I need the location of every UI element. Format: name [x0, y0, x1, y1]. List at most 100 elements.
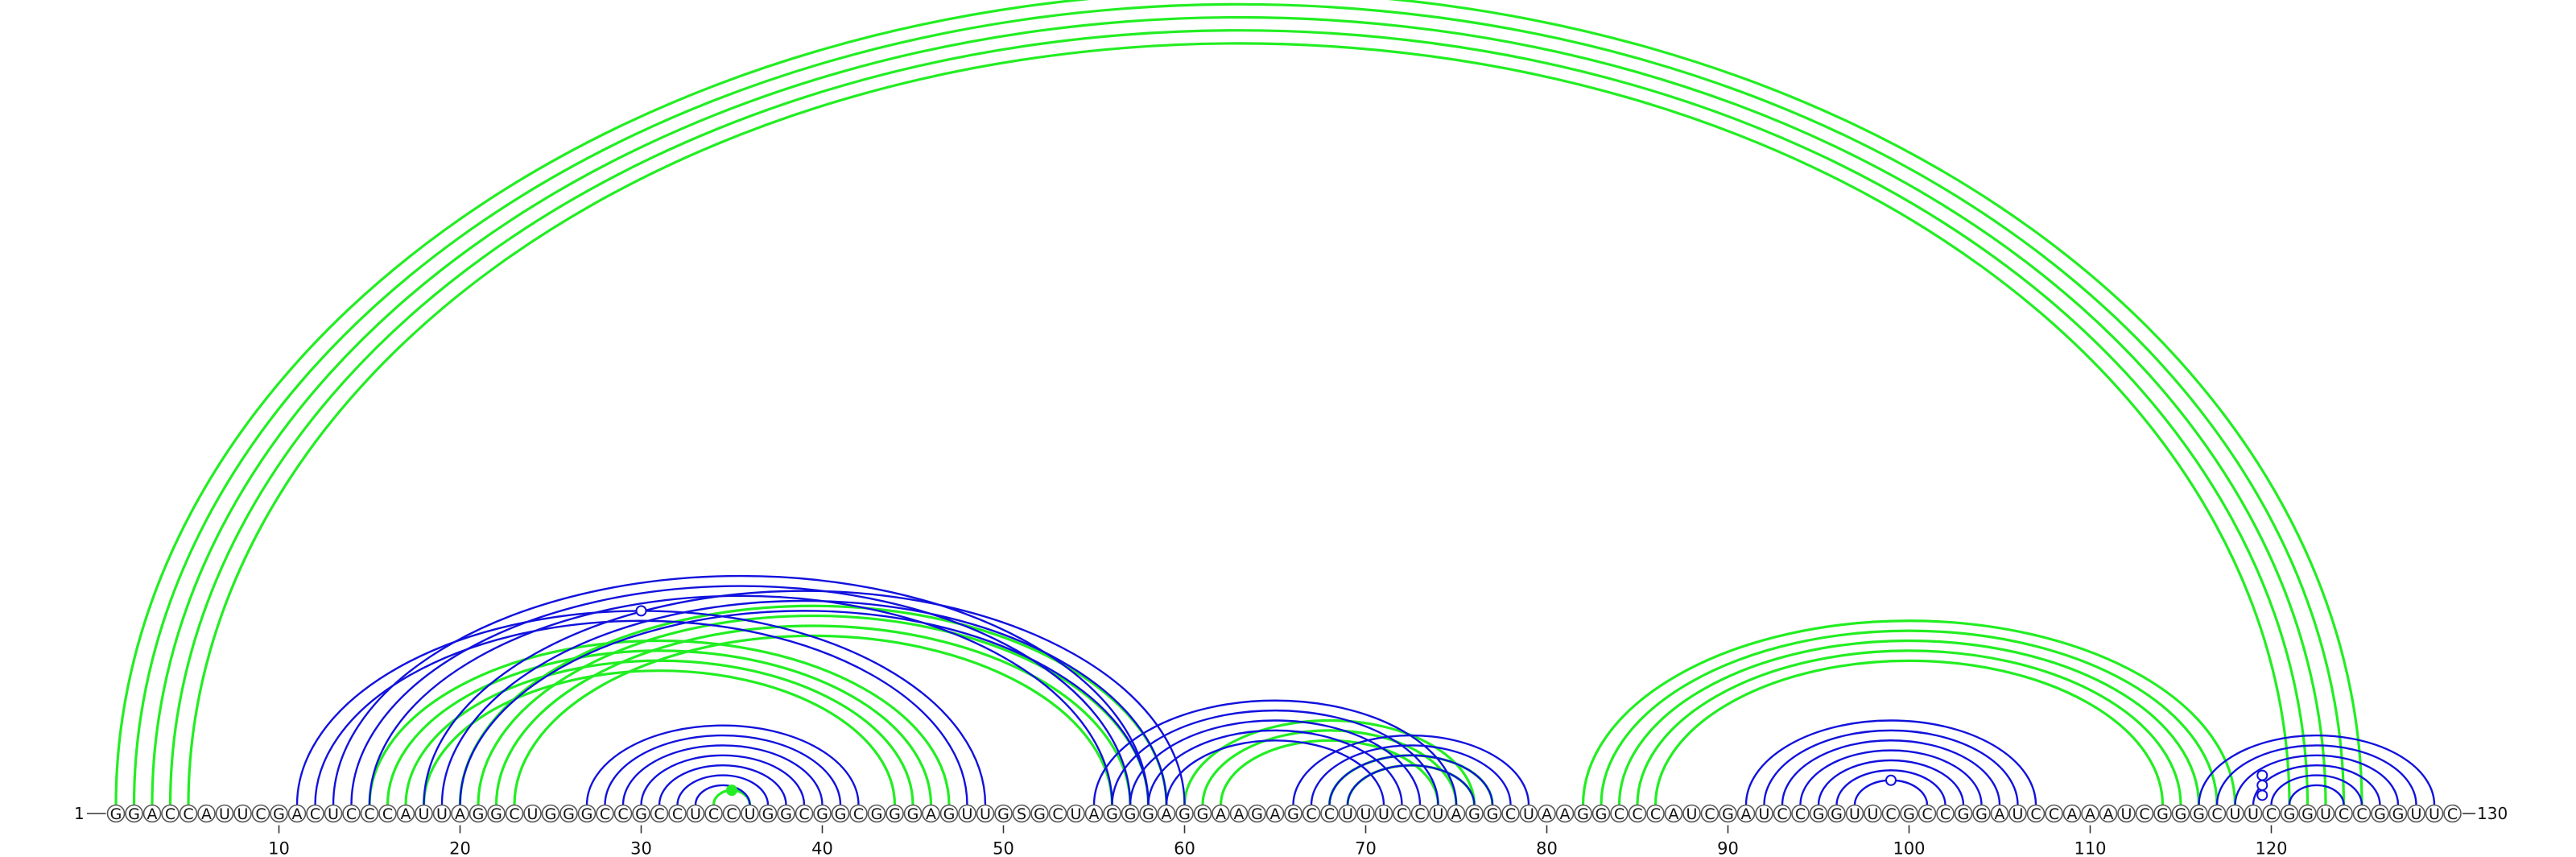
nucleotide-letter: C [708, 805, 719, 823]
nucleotide-54: U [1067, 804, 1085, 823]
arc-blue-e-58-72 [1147, 729, 1403, 805]
nucleotide-circle [1936, 804, 1955, 823]
nucleotide-111: A [2099, 804, 2118, 823]
nucleotide-88: U [1682, 804, 1701, 823]
tick-label-30: 30 [630, 839, 652, 857]
nucleotide-circle [415, 804, 433, 823]
nucleotide-circle [1157, 804, 1176, 823]
nucleotide-circle [469, 804, 488, 823]
nucleotide-7: U [215, 804, 234, 823]
pair-marker-3 [1885, 774, 1897, 786]
nucleotide-letter: G [816, 805, 828, 823]
nucleotide-circle [1030, 804, 1049, 823]
nucleotide-circle [2026, 804, 2046, 823]
nucleotide-circle [1284, 804, 1302, 823]
nucleotide-letter: C [1632, 805, 1642, 823]
nucleotide-65: A [1265, 804, 1285, 823]
nucleotide-circle [1393, 804, 1411, 823]
nucleotide-letter: G [1142, 805, 1154, 823]
nucleotide-circle [2298, 804, 2317, 823]
nucleotide-121: G [2280, 804, 2299, 823]
nucleotide-99: C [1881, 804, 1901, 823]
tick-label-70: 70 [1355, 839, 1377, 857]
nucleotide-114: G [2153, 804, 2172, 823]
nucleotide-letter: G [1251, 805, 1263, 823]
arc-blue-e-57-73 [1129, 719, 1422, 805]
nucleotide-circle [1483, 804, 1502, 823]
nucleotide-letter: C [654, 805, 664, 823]
nucleotide-circle [2135, 804, 2154, 823]
nucleotide-81: A [1555, 804, 1575, 823]
nucleotide-letter: G [2193, 805, 2205, 823]
nucleotide-63: A [1229, 804, 1249, 823]
nucleotide-circle [939, 804, 959, 823]
nucleotide-letter: G [1722, 805, 1734, 823]
nucleotide-letter: G [473, 805, 485, 823]
nucleotide-circle [596, 804, 614, 823]
nucleotide-55: A [1084, 804, 1104, 823]
nucleotide-letter: C [617, 805, 628, 823]
nucleotide-circle [270, 804, 288, 823]
nucleotide-letter: C [2139, 805, 2149, 823]
nucleotide-letter: G [1813, 805, 1825, 823]
arc-green-f-82-118 [1581, 619, 2237, 805]
nucleotide-letter: U [237, 805, 249, 823]
nucleotide-4: C [161, 804, 180, 823]
nucleotide-letter: U [745, 805, 756, 823]
nucleotide-circle [2045, 804, 2063, 823]
arc-blue-c-19-59 [440, 599, 1168, 805]
arc-blue-e-56-74 [1111, 709, 1439, 805]
nucleotide-35: C [722, 804, 741, 823]
nucleotide-letter: G [581, 805, 593, 823]
nucleotide-letter: A [1234, 805, 1245, 823]
nucleotide-1: G [106, 804, 126, 823]
nucleotide-49: U [976, 804, 995, 823]
nucleotide-letter: G [1034, 805, 1046, 823]
nucleotide-circle [360, 804, 379, 823]
nucleotide-circle [2008, 804, 2027, 823]
nucleotide-letter: A [1451, 805, 1462, 823]
nucleotide-circle [1791, 804, 1810, 823]
nucleotide-105: A [1990, 804, 2009, 823]
nucleotide-circle [1809, 804, 1828, 823]
nucleotide-circle [541, 804, 560, 823]
nucleotide-circle [1628, 804, 1647, 823]
nucleotide-letter: U [2429, 805, 2440, 823]
nucleotide-116: G [2190, 804, 2208, 823]
nucleotide-letter: C [1324, 805, 1335, 823]
nucleotide-78: C [1501, 804, 1520, 823]
nucleotide-circle [1084, 804, 1104, 823]
nucleotide-circle [559, 804, 578, 823]
nucleotide-106: U [2008, 804, 2027, 823]
nucleotide-letter: G [1903, 805, 1915, 823]
nucleotide-circle [686, 804, 705, 823]
nucleotide-circle [1954, 804, 1973, 823]
nucleotide-circle [2226, 804, 2244, 823]
nucleotide-circle [1918, 804, 1937, 823]
nucleotide-letter: C [1052, 805, 1063, 823]
nucleotide-33: U [686, 804, 705, 823]
nucleotide-letter: A [401, 805, 411, 823]
nucleotide-circle [1012, 804, 1031, 823]
start-position-label: 1 [74, 804, 85, 823]
arc-green-f-84-116 [1617, 639, 2201, 805]
nucleotide-circle [1193, 804, 1212, 823]
nucleotide-6: A [197, 804, 216, 823]
nucleotide-44: G [886, 804, 904, 823]
arc-blue-c-20-58 [459, 610, 1150, 805]
nucleotide-61: G [1193, 804, 1212, 823]
nucleotide-108: C [2045, 804, 2063, 823]
nucleotide-circle [287, 804, 307, 823]
nucleotide-circle [722, 804, 741, 823]
nucleotide-letter: C [1704, 805, 1715, 823]
arc-green-a-18-44 [422, 669, 897, 805]
nucleotide-circle [125, 804, 143, 823]
nucleotide-letter: G [889, 805, 901, 823]
arc-blue-c-18-60 [423, 590, 1186, 805]
nucleotide-circle [1320, 804, 1339, 823]
nucleotide-letter: C [310, 805, 320, 823]
position-axis: 10 20 30 40 50 60 70 80 90 100 110 120 [268, 825, 2288, 857]
nucleotide-circle [251, 804, 270, 823]
nucleotide-letter: G [871, 805, 883, 823]
pair-marker-4 [2256, 769, 2268, 781]
